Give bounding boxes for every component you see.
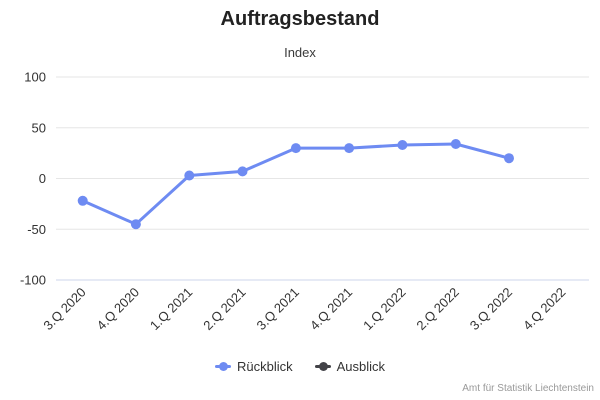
data-point[interactable] [184, 170, 195, 181]
legend-item-ausblick[interactable]: Ausblick [314, 359, 386, 374]
legend-item-rueckblick[interactable]: Rückblick [214, 359, 293, 374]
legend: Rückblick Ausblick [0, 359, 600, 374]
legend-marker-icon [314, 362, 331, 372]
data-point[interactable] [290, 143, 301, 154]
y-axis-label: -100 [20, 273, 46, 288]
x-axis-label: 3.Q 2022 [467, 285, 515, 333]
x-axis-label: 4.Q 2020 [94, 285, 142, 333]
data-point[interactable] [450, 139, 461, 149]
y-axis-label: 0 [39, 171, 46, 186]
legend-item-label: Ausblick [336, 359, 386, 374]
credits-link[interactable]: Amt für Statistik Liechtenstein [462, 383, 594, 394]
x-axis-label: 1.Q 2021 [147, 285, 195, 333]
x-axis-label: 1.Q 2022 [360, 285, 408, 333]
x-axis-label: 2.Q 2021 [200, 285, 248, 333]
x-axis-label: 2.Q 2022 [413, 285, 461, 333]
data-point[interactable] [344, 143, 355, 154]
series-line [81, 142, 511, 226]
x-axis-label: 3.Q 2021 [254, 285, 302, 333]
legend-marker-icon [214, 362, 231, 372]
data-point[interactable] [237, 166, 248, 177]
y-axis-label: 100 [24, 70, 46, 85]
y-axis-label: -50 [27, 222, 46, 237]
data-point[interactable] [77, 195, 88, 206]
data-point[interactable] [397, 140, 408, 150]
chart-title: Auftragsbestand [220, 8, 380, 30]
legend-item-label: Rückblick [236, 359, 293, 374]
y-axis-label: 50 [32, 120, 46, 135]
data-point[interactable] [130, 219, 141, 230]
x-axis-label: 3.Q 2020 [40, 285, 88, 333]
chart-subtitle: Index [284, 45, 316, 60]
x-axis-label: 4.Q 2021 [307, 285, 355, 333]
data-point[interactable] [504, 153, 514, 164]
x-axis-label: 4.Q 2022 [520, 285, 568, 333]
